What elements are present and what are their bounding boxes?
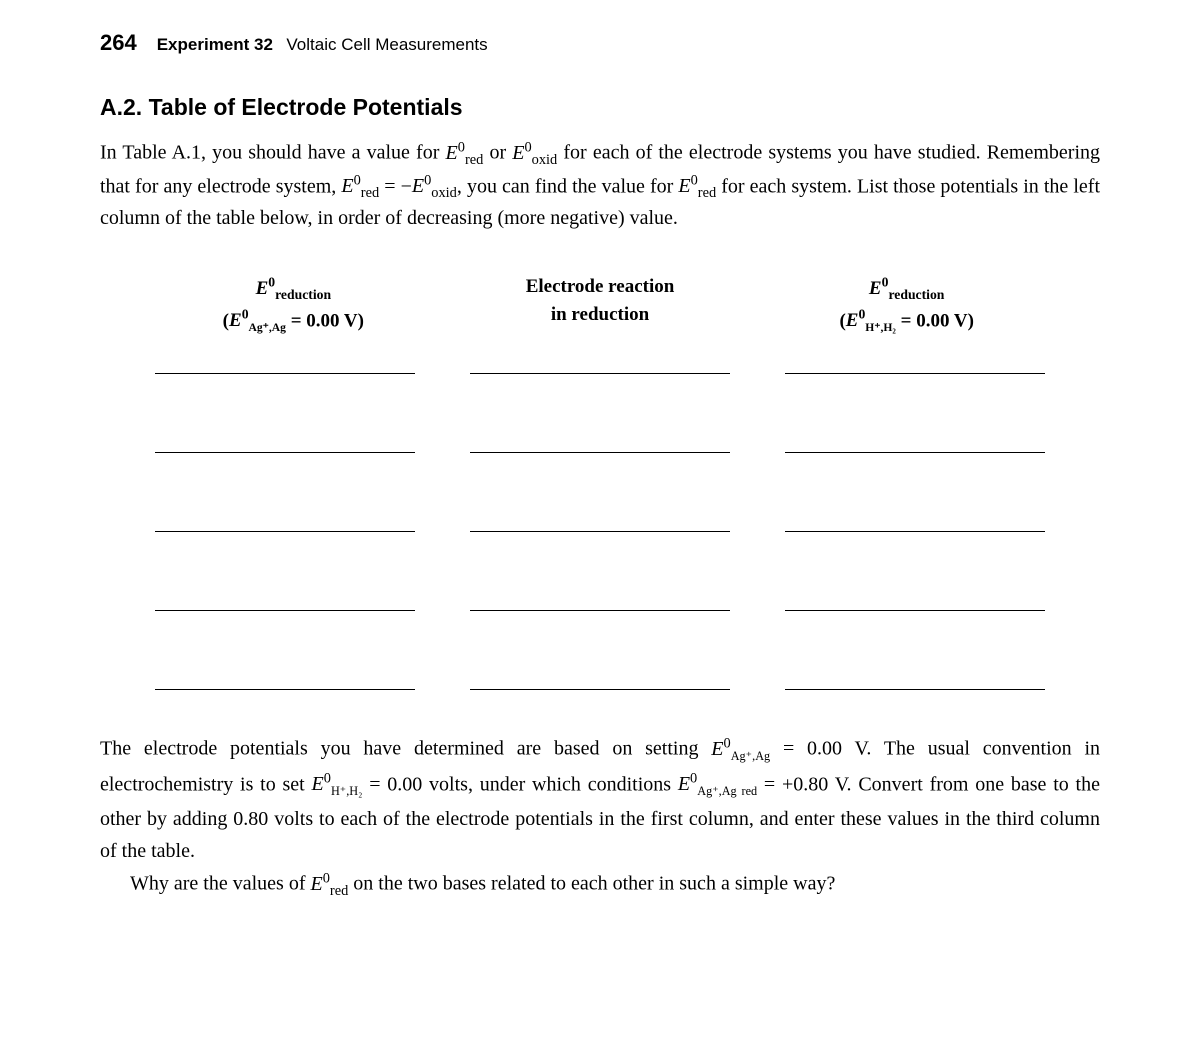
blank-line[interactable] bbox=[155, 452, 415, 453]
table-body bbox=[155, 373, 1045, 690]
e-hh2-symbol: E0H⁺,H₂ bbox=[312, 773, 363, 795]
table-row bbox=[155, 531, 1045, 532]
table-row bbox=[155, 452, 1045, 453]
page-number: 264 bbox=[100, 30, 137, 56]
e-red-find-symbol: E0red bbox=[678, 175, 716, 197]
blank-line[interactable] bbox=[470, 689, 730, 690]
experiment-info: Experiment 32 Voltaic Cell Measurements bbox=[157, 35, 488, 55]
electrode-table: E0reduction (E0Ag⁺,Ag = 0.00 V) Electrod… bbox=[100, 273, 1100, 690]
blank-line[interactable] bbox=[155, 610, 415, 611]
closing-paragraph: The electrode potentials you have determ… bbox=[100, 732, 1100, 903]
blank-line[interactable] bbox=[470, 610, 730, 611]
blank-line[interactable] bbox=[155, 689, 415, 690]
e-red-symbol: E0red bbox=[446, 142, 484, 164]
e-agag-symbol: E0Ag⁺,Ag bbox=[711, 738, 770, 760]
table-header-row: E0reduction (E0Ag⁺,Ag = 0.00 V) Electrod… bbox=[155, 273, 1045, 337]
table-row bbox=[155, 373, 1045, 374]
experiment-label: Experiment 32 bbox=[157, 35, 273, 54]
blank-line[interactable] bbox=[470, 373, 730, 374]
table-header-col2: Electrode reaction in reduction bbox=[462, 273, 739, 337]
table-header-col3: E0reduction (E0H⁺,H₂ = 0.00 V) bbox=[768, 273, 1045, 337]
table-row bbox=[155, 689, 1045, 690]
blank-line[interactable] bbox=[470, 452, 730, 453]
table-header-col1: E0reduction (E0Ag⁺,Ag = 0.00 V) bbox=[155, 273, 432, 337]
e-red-equals-symbol: E0red bbox=[341, 175, 379, 197]
experiment-title: Voltaic Cell Measurements bbox=[277, 35, 488, 54]
blank-line[interactable] bbox=[785, 610, 1045, 611]
section-title: A.2. Table of Electrode Potentials bbox=[100, 94, 1100, 121]
intro-paragraph: In Table A.1, you should have a value fo… bbox=[100, 137, 1100, 233]
e-oxid-symbol: E0oxid bbox=[512, 142, 557, 164]
blank-line[interactable] bbox=[785, 531, 1045, 532]
blank-line[interactable] bbox=[155, 531, 415, 532]
e-reduction-header1: E0reduction bbox=[256, 278, 332, 299]
e-h-ref: (E0H⁺,H₂ = 0.00 V) bbox=[839, 310, 973, 331]
blank-line[interactable] bbox=[785, 373, 1045, 374]
e-reduction-header3: E0reduction bbox=[869, 278, 945, 299]
page-header: 264 Experiment 32 Voltaic Cell Measureme… bbox=[100, 30, 1100, 56]
e-ag-ref: (E0Ag⁺,Ag = 0.00 V) bbox=[223, 310, 364, 331]
e-oxid-neg-symbol: E0oxid bbox=[412, 175, 457, 197]
blank-line[interactable] bbox=[155, 373, 415, 374]
e-agag-red-symbol: E0Ag⁺,Ag red bbox=[678, 773, 757, 795]
table-row bbox=[155, 610, 1045, 611]
blank-line[interactable] bbox=[470, 531, 730, 532]
e-red-final-symbol: E0red bbox=[310, 873, 348, 895]
blank-line[interactable] bbox=[785, 689, 1045, 690]
blank-line[interactable] bbox=[785, 452, 1045, 453]
